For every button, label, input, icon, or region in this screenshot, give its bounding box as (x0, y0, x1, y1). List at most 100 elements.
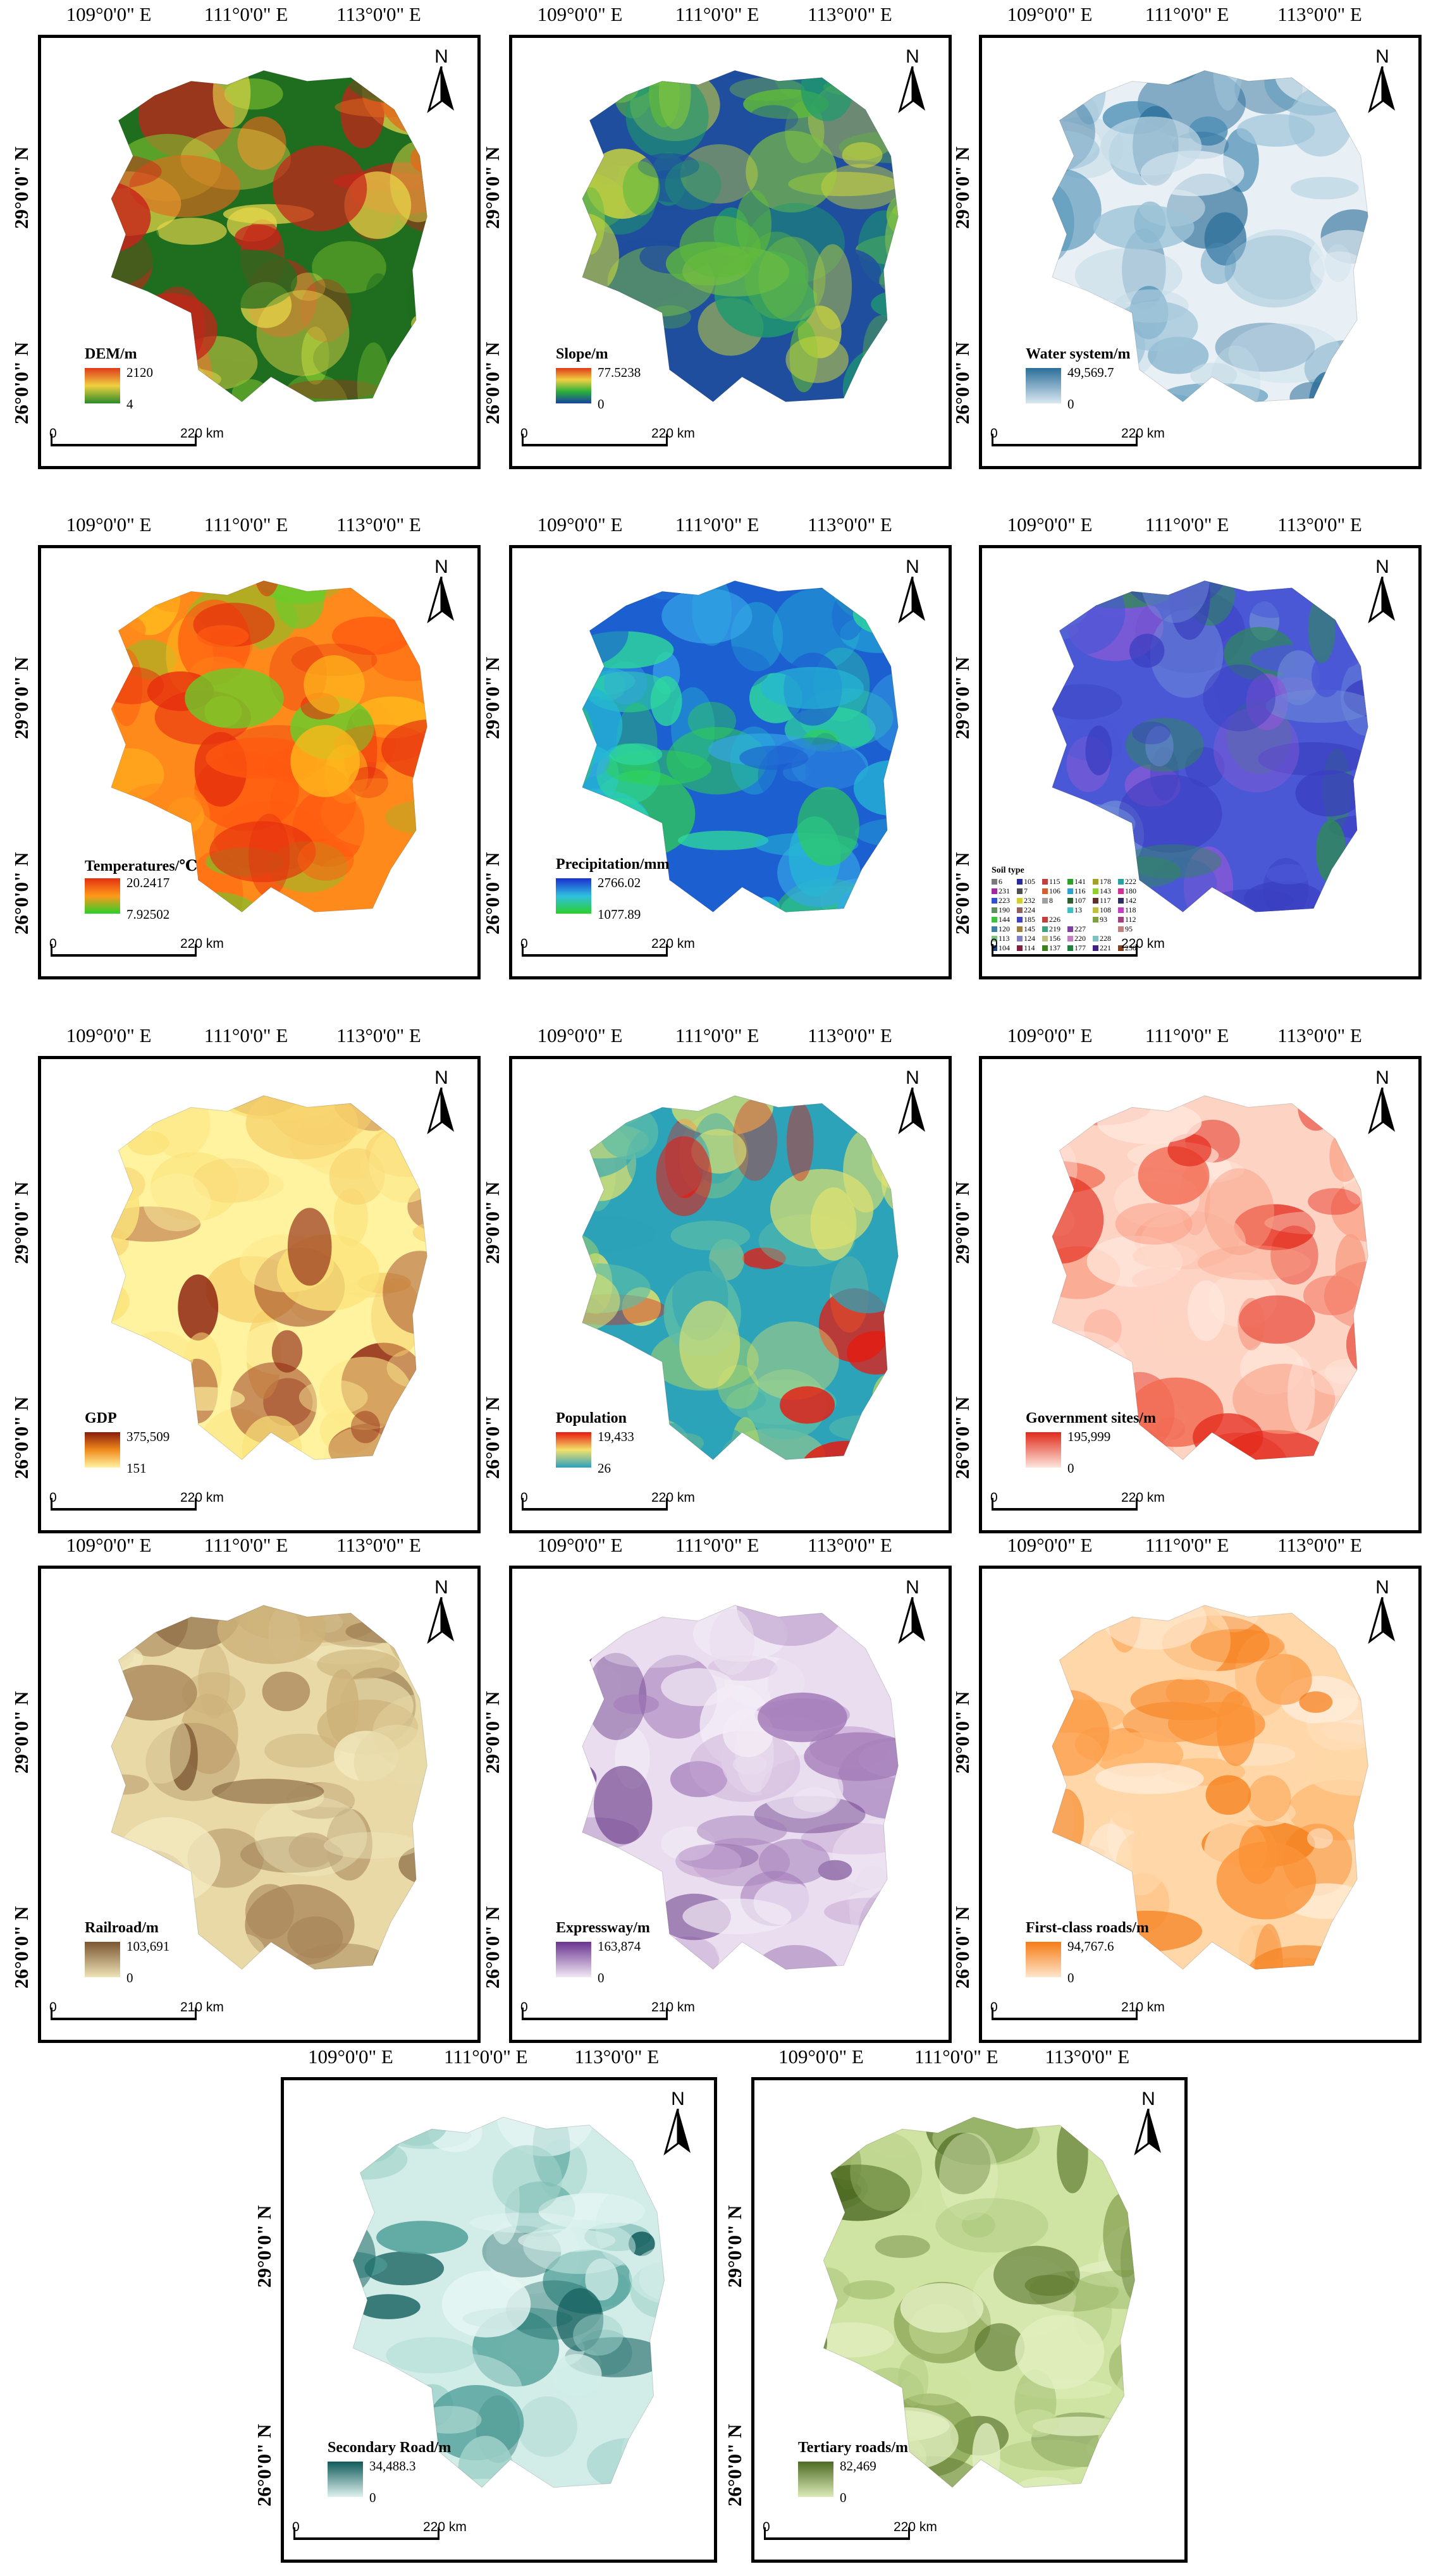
soil-swatch (1017, 898, 1023, 904)
map-patch (1258, 742, 1368, 776)
soil-code: 107 (1074, 896, 1086, 905)
longitude-label: 109°0'0" E (1007, 1534, 1093, 1556)
north-label: N (434, 1577, 448, 1598)
soil-legend-item: 117 (1093, 896, 1118, 905)
map-patch (972, 2423, 1000, 2488)
map-patch (1052, 1788, 1085, 1859)
north-arrow-icon (427, 1088, 454, 1134)
map-panel-slope: 109°0'0" E 111°0'0" E 113°0'0" E 29°0'0" N 2… (481, 3, 952, 469)
map-patch (586, 2438, 665, 2488)
north-arrow: N (422, 1067, 460, 1137)
map-patch (582, 1095, 603, 1139)
map-patch (551, 2354, 602, 2396)
scale-line (992, 954, 1137, 957)
map-patch (553, 1617, 574, 1660)
map-patch (1203, 665, 1275, 732)
soil-swatch (1118, 926, 1124, 932)
map-outline (582, 1095, 899, 1460)
scale-distance: 210 km (651, 2000, 695, 2015)
map-patch (1335, 1234, 1366, 1299)
map-patch (321, 778, 427, 848)
map-patch (1115, 1203, 1193, 1245)
map-patch (670, 1220, 751, 1251)
soil-code: 118 (1125, 905, 1136, 914)
soil-legend-item: 116 (1067, 886, 1093, 896)
map-patch (772, 589, 860, 672)
map-patch (126, 70, 158, 72)
map-patch (650, 676, 682, 727)
map-patch (1096, 2446, 1135, 2488)
latitude-label: 29°0'0" N (481, 1181, 503, 1265)
soil-code: 226 (1049, 915, 1060, 924)
map-patch (780, 1386, 835, 1424)
map-patch (197, 625, 249, 647)
scale-bar: 0 220 km (49, 1490, 240, 1513)
map-patch (553, 776, 574, 823)
map-patch (823, 2117, 842, 2134)
soil-legend-item: 124 (1017, 934, 1042, 943)
map-patch (111, 1774, 149, 1794)
north-arrow: N (1129, 2088, 1167, 2158)
latitude-label: 26°0'0" N (951, 1906, 973, 1989)
map-panel-precip: 109°0'0" E 111°0'0" E 113°0'0" E 29°0'0" N 2… (481, 513, 952, 979)
north-label: N (1375, 1577, 1389, 1598)
map-patch (900, 2369, 971, 2406)
longitude-label: 111°0'0" E (1145, 1024, 1229, 1046)
soil-legend-item: 13 (1067, 905, 1093, 915)
north-arrow: N (422, 46, 460, 116)
map-patch (111, 792, 123, 821)
map-patch (582, 1268, 620, 1334)
map-panel-rail: 109°0'0" E 111°0'0" E 113°0'0" E 29°0'0" N 2… (10, 1534, 481, 2043)
soil-legend-grid: 6 105 115 141 178 222 231 7 106 116 143 180 223 232 8 1… (992, 877, 1143, 962)
map-panel-temp: 109°0'0" E 111°0'0" E 113°0'0" E 29°0'0" N 2… (10, 513, 481, 979)
map-patch (582, 704, 595, 788)
map-patch (1238, 1825, 1277, 1884)
map-patch (1085, 725, 1112, 776)
soil-code: 185 (1024, 915, 1035, 924)
map-patch (217, 1605, 326, 1664)
map-patch (1052, 580, 1063, 621)
scale-distance: 210 km (1121, 2000, 1165, 2015)
map-patch (739, 745, 809, 770)
map-patch (118, 783, 202, 831)
scale-tick (992, 944, 993, 957)
map-outline (111, 1605, 427, 1970)
map-patch (638, 2474, 665, 2488)
map-patch (331, 616, 412, 656)
map-patch (169, 868, 203, 912)
soil-swatch (992, 926, 997, 932)
map-patch (492, 2145, 562, 2214)
map-patch (828, 2482, 884, 2488)
map-patch (353, 2117, 355, 2184)
map-patch (1052, 1605, 1072, 1651)
soil-code: 231 (999, 886, 1010, 895)
map-raster-precip (553, 580, 899, 913)
map-patch (237, 116, 286, 171)
legend-max-value: 49,569.7 (1067, 365, 1114, 380)
map-patch (193, 1158, 269, 1203)
map-patch (1052, 1330, 1127, 1392)
scale-line (764, 2537, 909, 2540)
scale-distance: 220 km (180, 1490, 224, 1505)
legend-min-value: 151 (126, 1461, 147, 1476)
soil-legend-item (1067, 915, 1093, 924)
map-patch (1211, 889, 1294, 912)
soil-legend-item: 115 (1042, 877, 1067, 886)
map-outline (582, 580, 899, 913)
map-outline (1052, 580, 1368, 913)
soil-code: 224 (1024, 905, 1035, 914)
scale-bar: 0 210 km (520, 2000, 711, 2023)
legend-color-ramp (1026, 1942, 1061, 1977)
soil-legend-item: 221 (1093, 943, 1118, 953)
scale-bar: 0 210 km (990, 2000, 1181, 2023)
scale-bar: 0 220 km (520, 426, 711, 449)
soil-legend-item: 156 (1042, 934, 1067, 943)
map-patch (993, 2246, 1080, 2305)
legend-title: Water system/m (1026, 346, 1131, 362)
map-patch (1052, 1605, 1074, 1653)
map-patch (386, 1954, 421, 1970)
scale-zero: 0 (292, 2520, 300, 2534)
map-patch (123, 293, 218, 367)
scale-tick (522, 944, 524, 957)
map-patch (271, 1330, 303, 1373)
